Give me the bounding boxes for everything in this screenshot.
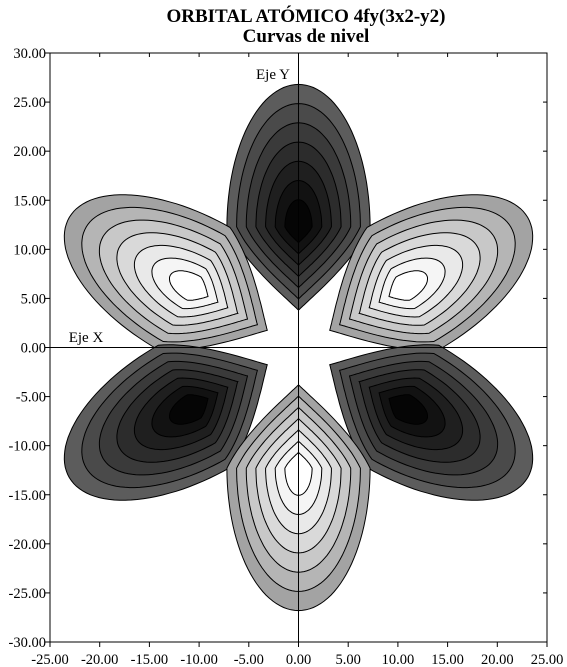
- x-tick-label: -10.00: [180, 652, 217, 667]
- y-axis-label: Eje Y: [256, 67, 290, 83]
- orbital-lobes: [63, 83, 534, 612]
- lobe-2: [63, 194, 268, 351]
- x-tick-label: 25.00: [531, 652, 564, 667]
- x-tick-label: 15.00: [431, 652, 464, 667]
- y-tick-label: 5.00: [21, 291, 46, 307]
- contour-level-7: [388, 394, 428, 425]
- y-tick-label: 30.00: [13, 46, 46, 62]
- chart-title: ORBITAL ATÓMICO 4fy(3x2-y2): [166, 5, 445, 27]
- y-tick-label: -15.00: [9, 488, 46, 504]
- x-axis-label: Eje X: [69, 330, 104, 346]
- y-tick-label: -20.00: [9, 537, 46, 553]
- x-tick-label: -20.00: [81, 652, 118, 667]
- x-tick-label: 10.00: [382, 652, 415, 667]
- lobe-4: [63, 344, 268, 501]
- y-tick-label: -30.00: [9, 635, 46, 651]
- y-tick-label: 0.00: [21, 341, 46, 357]
- y-tick-label: -5.00: [16, 390, 46, 406]
- contour-level-7: [169, 394, 209, 425]
- y-tick-label: 15.00: [13, 193, 46, 209]
- y-tick-label: 25.00: [13, 95, 46, 111]
- y-tick-label: 20.00: [13, 144, 46, 160]
- lobe-3: [329, 194, 534, 351]
- chart-subtitle: Curvas de nivel: [243, 26, 370, 47]
- x-tick-label: -15.00: [131, 652, 168, 667]
- x-tick-label: -25.00: [31, 652, 68, 667]
- y-tick-label: 10.00: [13, 242, 46, 258]
- y-tick-label: -10.00: [9, 439, 46, 455]
- x-tick-label: 5.00: [336, 652, 361, 667]
- y-tick-label: -25.00: [9, 586, 46, 602]
- axes: -25.00 -20.00 -15.00 -10.00 -5.00 0.00 5.00 10.…: [9, 46, 564, 667]
- x-tick-label: 0.00: [286, 652, 311, 667]
- x-tick-label: -5.00: [234, 652, 264, 667]
- contour-level-7: [169, 270, 209, 301]
- contour-level-7: [388, 270, 428, 301]
- lobe-5: [329, 344, 534, 501]
- x-tick-label: 20.00: [481, 652, 514, 667]
